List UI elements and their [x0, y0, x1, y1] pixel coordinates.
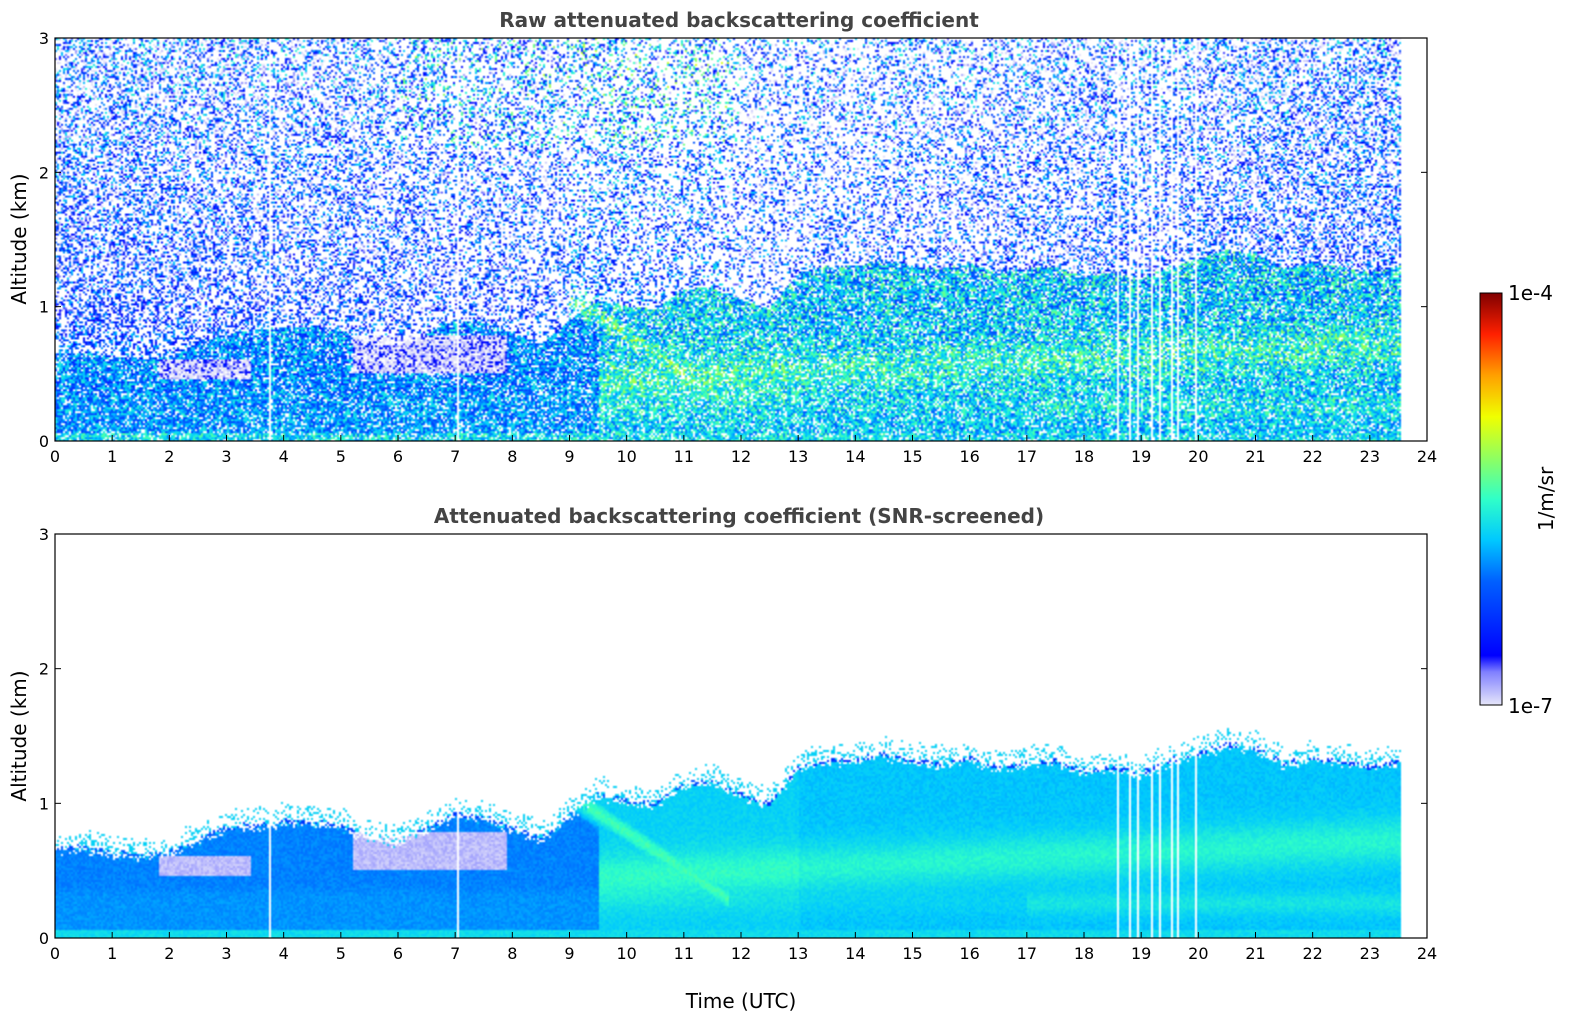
colorbar-unit-label: 1/m/sr [1534, 466, 1558, 531]
y-tick-label: 2 [39, 163, 49, 182]
raw-x-axis: 0 1 2 3 4 5 6 7 8 9 10 11 12 13 14 15 16 17 18 19 20 21 22 23 24 [50, 435, 1437, 466]
x-tick-label: 15 [902, 447, 922, 466]
x-tick-label: 19 [1131, 447, 1151, 466]
snr-x-axis: 0 1 2 3 4 5 6 7 8 9 10 11 12 13 14 15 16 17 18 19 20 21 22 23 24 [50, 932, 1437, 963]
snr-screened-panel: Attenuated backscattering coefficient (S… [7, 504, 1437, 1013]
x-tick-label: 22 [1302, 944, 1322, 963]
x-tick-label: 0 [50, 447, 60, 466]
y-tick-label: 3 [39, 525, 49, 544]
x-tick-label: 6 [393, 944, 403, 963]
x-tick-label: 18 [1074, 944, 1094, 963]
x-tick-label: 14 [845, 447, 865, 466]
raw-y-axis: 0 1 2 3 [39, 29, 1427, 451]
x-tick-label: 10 [616, 447, 636, 466]
x-tick-label: 14 [845, 944, 865, 963]
x-tick-label: 3 [221, 447, 231, 466]
x-tick-label: 4 [279, 447, 289, 466]
x-tick-label: 4 [279, 944, 289, 963]
x-tick-label: 5 [336, 944, 346, 963]
x-tick-label: 22 [1302, 447, 1322, 466]
snr-screened-heatmap [55, 534, 1427, 938]
x-tick-label: 24 [1417, 944, 1437, 963]
x-tick-label: 2 [164, 447, 174, 466]
raw-backscatter-heatmap [55, 38, 1427, 441]
raw-backscatter-panel: Raw attenuated backscattering coefficien… [7, 8, 1437, 466]
y-tick-label: 0 [39, 929, 49, 948]
x-tick-label: 16 [959, 447, 979, 466]
x-tick-label: 10 [616, 944, 636, 963]
y-tick-label: 3 [39, 29, 49, 48]
x-tick-label: 15 [902, 944, 922, 963]
y-tick-label: 1 [39, 794, 49, 813]
x-tick-label: 16 [959, 944, 979, 963]
x-tick-label: 13 [788, 447, 808, 466]
x-tick-label: 7 [450, 447, 460, 466]
snr-y-axis-label: Altitude (km) [7, 670, 31, 801]
x-tick-label: 11 [674, 944, 694, 963]
x-tick-label: 17 [1017, 447, 1037, 466]
x-tick-label: 11 [674, 447, 694, 466]
x-tick-label: 12 [731, 447, 751, 466]
x-tick-label: 21 [1245, 447, 1265, 466]
y-tick-label: 2 [39, 660, 49, 679]
x-tick-label: 9 [564, 944, 574, 963]
x-tick-label: 0 [50, 944, 60, 963]
x-tick-label: 12 [731, 944, 751, 963]
x-tick-label: 2 [164, 944, 174, 963]
colorbar-min-label: 1e-7 [1508, 694, 1553, 718]
x-tick-label: 23 [1360, 447, 1380, 466]
x-tick-label: 21 [1245, 944, 1265, 963]
x-tick-label: 1 [107, 944, 117, 963]
x-tick-label: 9 [564, 447, 574, 466]
x-tick-label: 5 [336, 447, 346, 466]
x-tick-label: 7 [450, 944, 460, 963]
x-tick-label: 1 [107, 447, 117, 466]
x-tick-label: 18 [1074, 447, 1094, 466]
y-tick-label: 0 [39, 432, 49, 451]
x-tick-label: 23 [1360, 944, 1380, 963]
colorbar: 1e-4 1e-7 1/m/sr [1479, 281, 1558, 718]
colorbar-gradient [1479, 292, 1503, 706]
x-tick-label: 13 [788, 944, 808, 963]
snr-panel-title: Attenuated backscattering coefficient (S… [434, 504, 1044, 528]
x-tick-label: 8 [507, 447, 517, 466]
x-tick-label: 19 [1131, 944, 1151, 963]
x-tick-label: 24 [1417, 447, 1437, 466]
x-tick-label: 3 [221, 944, 231, 963]
raw-y-axis-label: Altitude (km) [7, 173, 31, 304]
x-tick-label: 20 [1188, 447, 1208, 466]
x-tick-label: 8 [507, 944, 517, 963]
x-axis-label: Time (UTC) [685, 989, 797, 1013]
x-tick-label: 20 [1188, 944, 1208, 963]
y-tick-label: 1 [39, 298, 49, 317]
x-tick-label: 17 [1017, 944, 1037, 963]
colorbar-max-label: 1e-4 [1508, 281, 1553, 305]
snr-y-axis: 0 1 2 3 [39, 525, 1427, 948]
raw-panel-title: Raw attenuated backscattering coefficien… [499, 8, 979, 32]
x-tick-label: 6 [393, 447, 403, 466]
